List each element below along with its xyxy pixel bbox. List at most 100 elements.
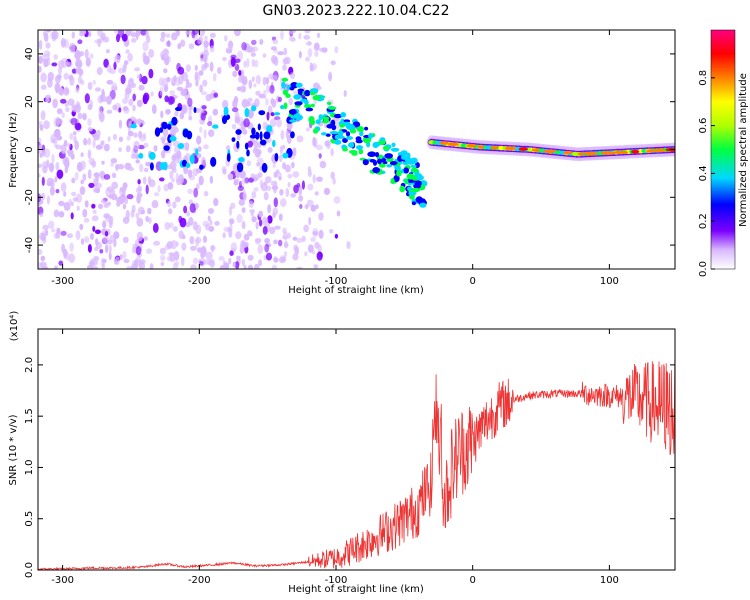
spectrogram-speckle xyxy=(170,126,176,135)
spectrogram-speckle xyxy=(273,56,279,66)
spectrogram-branch-mark xyxy=(399,185,406,193)
spectrogram-speckle xyxy=(250,173,256,179)
spectrogram-speckle xyxy=(251,191,257,199)
spectrogram-speckle xyxy=(253,187,259,192)
spectrogram-cluster xyxy=(138,152,144,159)
spectrogram-speckle xyxy=(195,203,199,209)
spectrogram-speckle xyxy=(263,89,267,100)
spectrogram-speckle xyxy=(241,41,247,51)
spectrogram-speckle xyxy=(239,170,246,179)
spectrogram-speckle xyxy=(319,160,327,169)
spectrogram-speckle xyxy=(292,236,298,241)
spectrogram-speckle xyxy=(305,127,310,132)
spectrogram-speckle xyxy=(232,261,236,268)
spectrogram-speckle xyxy=(69,42,76,53)
spectrogram-branch-mark xyxy=(300,98,308,103)
spectrogram-speckle xyxy=(199,84,204,93)
spectrogram-speckle xyxy=(167,182,174,190)
spectrogram-speckle xyxy=(80,179,84,185)
spectrogram-speckle xyxy=(45,42,51,49)
spectrogram-speckle xyxy=(63,191,67,197)
spectrogram-speckle xyxy=(181,242,187,251)
spectrogram-speckle xyxy=(192,168,199,177)
spectrogram-speckle xyxy=(195,183,200,190)
spectrogram-branch-mark xyxy=(407,159,415,165)
spectrogram-speckle xyxy=(205,93,212,102)
spectrogram-speckle xyxy=(307,48,313,58)
spectrogram-speckle xyxy=(328,71,333,82)
spectrogram-speckle xyxy=(105,49,110,54)
spectrogram-speckle xyxy=(123,107,130,114)
spectrogram-speckle xyxy=(241,221,246,230)
spectrogram-speckle xyxy=(140,30,147,36)
spectrogram-speckle xyxy=(262,121,268,130)
spectrogram-speckle xyxy=(106,109,113,114)
spectrogram-speckle xyxy=(167,200,172,208)
spectrogram-speckle xyxy=(137,118,142,126)
spectrogram-speckle xyxy=(38,173,41,178)
spectrogram-speckle xyxy=(312,136,316,147)
spectrogram-branch-mark xyxy=(419,202,427,208)
spectrogram-speckle xyxy=(242,190,247,199)
spectrogram-speckle xyxy=(107,136,111,143)
spectrogram-speckle xyxy=(176,62,182,72)
spectrogram-speckle xyxy=(227,173,234,181)
spectrogram-speckle xyxy=(272,211,276,219)
spectrogram-speckle xyxy=(79,223,84,230)
spectrogram-cluster xyxy=(263,131,271,140)
spectrogram-speckle xyxy=(180,256,185,267)
spectrogram-branch-mark xyxy=(364,126,369,131)
spectrogram-speckle xyxy=(251,216,257,223)
spectrogram-speckle xyxy=(79,186,86,195)
spectrogram-speckle xyxy=(223,226,230,233)
spectrogram-speckle xyxy=(136,99,143,108)
spectrogram-cluster xyxy=(255,131,260,140)
spectrogram-speckle xyxy=(242,129,248,135)
spectrogram-branch-mark xyxy=(326,101,332,106)
spectrogram-speckle xyxy=(119,254,123,260)
spectrogram-speckle xyxy=(317,244,323,253)
spectrogram-branch-mark xyxy=(309,119,316,126)
spectrogram-branch-mark xyxy=(305,107,314,112)
spectrogram-speckle xyxy=(284,240,288,249)
spectrogram-speckle xyxy=(189,236,195,245)
spectrogram-speckle xyxy=(189,245,197,251)
spectrogram-speckle xyxy=(131,246,137,254)
spectrogram-speckle xyxy=(40,72,47,83)
spectrogram-speckle xyxy=(126,84,132,94)
figure-title: GN03.2023.222.10.04.C22 xyxy=(263,3,450,19)
spectrogram-cluster xyxy=(148,151,156,160)
spectrogram-speckle xyxy=(298,185,303,196)
colorbar-tick-label: 0.6 xyxy=(698,118,709,134)
spectrogram-speckle xyxy=(112,133,117,141)
spectrogram-speckle xyxy=(201,64,206,72)
spectrogram-speckle xyxy=(147,207,152,215)
spectrogram-speckle xyxy=(166,164,174,170)
spectrogram-speckle xyxy=(103,143,110,152)
spectrogram-speckle xyxy=(336,210,341,217)
spectrogram-speckle xyxy=(242,241,249,248)
band-peak xyxy=(582,151,599,156)
spectrogram-speckle xyxy=(224,35,228,42)
spectrogram-speckle xyxy=(284,56,291,65)
spectrogram-speckle xyxy=(130,153,138,159)
spectrogram-speckle xyxy=(49,162,54,173)
spectrogram-speckle xyxy=(241,98,249,108)
spectrogram-speckle xyxy=(132,104,136,112)
band-peak xyxy=(578,152,585,156)
spectrogram-speckle xyxy=(97,30,103,37)
spectrogram-speckle xyxy=(143,55,150,65)
spectrogram-speckle xyxy=(334,233,339,239)
spectrogram-speckle xyxy=(120,74,126,85)
spectrogram-speckle xyxy=(63,201,71,211)
spectrogram-speckle xyxy=(74,171,79,181)
band-peak xyxy=(543,149,557,154)
spectrogram-cluster xyxy=(236,140,240,149)
spectrogram-speckle xyxy=(200,252,205,259)
spectrogram-speckle xyxy=(38,55,43,64)
spectrogram-speckle xyxy=(43,59,49,68)
spectrogram-speckle xyxy=(251,58,255,68)
spectrogram-speckle xyxy=(135,159,140,164)
spectrogram-speckle xyxy=(118,136,123,143)
spectrogram-speckle xyxy=(101,199,105,204)
